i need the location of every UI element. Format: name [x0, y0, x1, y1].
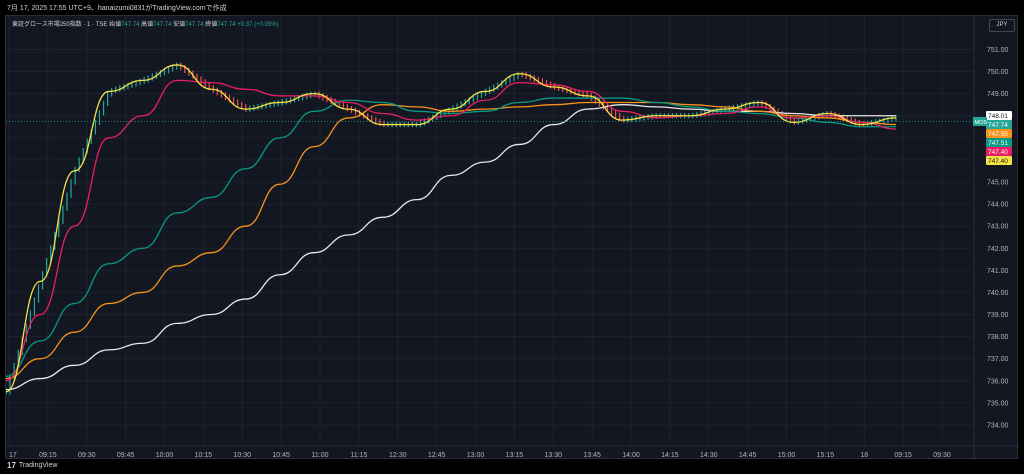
x-tick-label: 10:45 — [272, 452, 290, 459]
ohlc-legend: 東証グロース市場250指数 · 1 · TSE 始値747.74 高値747.7… — [12, 19, 279, 28]
x-tick-label: 13:15 — [506, 452, 524, 459]
x-tick-label: 12:30 — [389, 452, 407, 459]
y-tick-label: 740.00 — [987, 290, 1009, 297]
x-tick-label: 15:15 — [817, 452, 835, 459]
x-tick-label: 13:45 — [583, 452, 601, 459]
white-ma-line — [6, 104, 896, 391]
price-chart[interactable]: 751.00750.00749.00748.00747.00746.00745.… — [6, 16, 1019, 460]
y-tick-label: 745.00 — [987, 179, 1009, 186]
open-value: 747.74 — [121, 22, 140, 28]
x-tick-label: 14:00 — [622, 452, 640, 459]
y-tick-label: 737.00 — [987, 356, 1009, 363]
price-label-box — [986, 147, 1012, 157]
chart-panel[interactable]: 751.00750.00749.00748.00747.00746.00745.… — [5, 15, 1019, 460]
x-tick-label: 13:30 — [545, 452, 563, 459]
x-tick-label: 14:45 — [739, 452, 757, 459]
x-tick-label: 09:30 — [78, 452, 96, 459]
y-tick-label: 750.00 — [987, 69, 1009, 76]
open-label: 始値 — [109, 22, 122, 28]
chart-info-line: 7月 17, 2025 17:55 UTC+9、hanaizumi0831がTr… — [7, 5, 227, 12]
symbol-tag-text: MOS — [975, 120, 988, 126]
x-tick-label: 14:15 — [661, 452, 679, 459]
y-tick-label: 751.00 — [987, 47, 1009, 54]
symbol-tag-box — [973, 116, 987, 126]
y-tick-label: 744.00 — [987, 202, 1009, 209]
footer-branding: 17 TradingView — [7, 461, 57, 470]
price-label-text: 747.40 — [988, 158, 1008, 165]
x-tick-label: 09:15 — [39, 452, 57, 459]
price-label-text: 747.51 — [988, 140, 1008, 147]
price-label-text: 747.55 — [988, 131, 1008, 138]
y-tick-label: 735.00 — [987, 400, 1009, 407]
price-label-text: 747.74 — [988, 122, 1008, 129]
y-tick-label: 741.00 — [987, 268, 1009, 275]
low-label: 安値 — [173, 22, 186, 28]
symbol-name[interactable]: 東証グロース市場250指数 · 1 · TSE — [12, 22, 108, 28]
x-tick-label: 14:30 — [700, 452, 718, 459]
y-tick-label: 738.00 — [987, 334, 1009, 341]
x-tick-label: 09:45 — [117, 452, 135, 459]
x-tick-label: 13:00 — [467, 452, 485, 459]
y-tick-label: 749.00 — [987, 91, 1009, 98]
price-label-box — [986, 138, 1012, 148]
teal-ma-line — [6, 97, 896, 378]
price-label-box — [986, 156, 1012, 166]
change-value: +0.37 (+0.05%) — [237, 22, 279, 28]
y-tick-label: 743.00 — [987, 224, 1009, 231]
close-label: 終値 — [205, 22, 218, 28]
x-tick-label: 18 — [860, 452, 868, 459]
x-tick-label: 10:30 — [233, 452, 251, 459]
brand-name: TradingView — [18, 462, 58, 469]
high-value: 747.74 — [153, 22, 172, 28]
x-tick-label: 11:15 — [350, 452, 367, 459]
price-label-text: 748.01 — [988, 113, 1008, 120]
x-tick-label: 09:30 — [933, 452, 951, 459]
x-tick-label: 10:15 — [195, 452, 213, 459]
currency-button[interactable]: JPY — [989, 19, 1015, 32]
price-label-box — [986, 111, 1012, 121]
orange-ma-line — [6, 101, 897, 380]
x-tick-label: 12:45 — [428, 452, 446, 459]
y-tick-label: 736.00 — [987, 378, 1009, 385]
price-label-box — [986, 120, 1012, 130]
close-value: 747.74 — [217, 22, 236, 28]
low-value: 747.74 — [185, 22, 204, 28]
y-tick-label: 739.00 — [987, 312, 1009, 319]
y-tick-label: 742.00 — [987, 246, 1009, 253]
x-tick-label: 17 — [9, 452, 17, 459]
yellow-ma-line — [6, 64, 897, 393]
y-tick-label: 734.00 — [987, 422, 1009, 429]
x-tick-label: 10:00 — [156, 452, 174, 459]
high-label: 高値 — [141, 22, 154, 28]
price-label-box — [986, 129, 1012, 139]
x-tick-label: 11:00 — [312, 452, 329, 459]
tradingview-logo-icon: 17 — [7, 461, 16, 470]
x-tick-label: 09:15 — [894, 452, 912, 459]
price-label-text: 747.40 — [988, 149, 1008, 156]
x-tick-label: 15:00 — [778, 452, 796, 459]
pink-ma-line — [6, 79, 897, 382]
